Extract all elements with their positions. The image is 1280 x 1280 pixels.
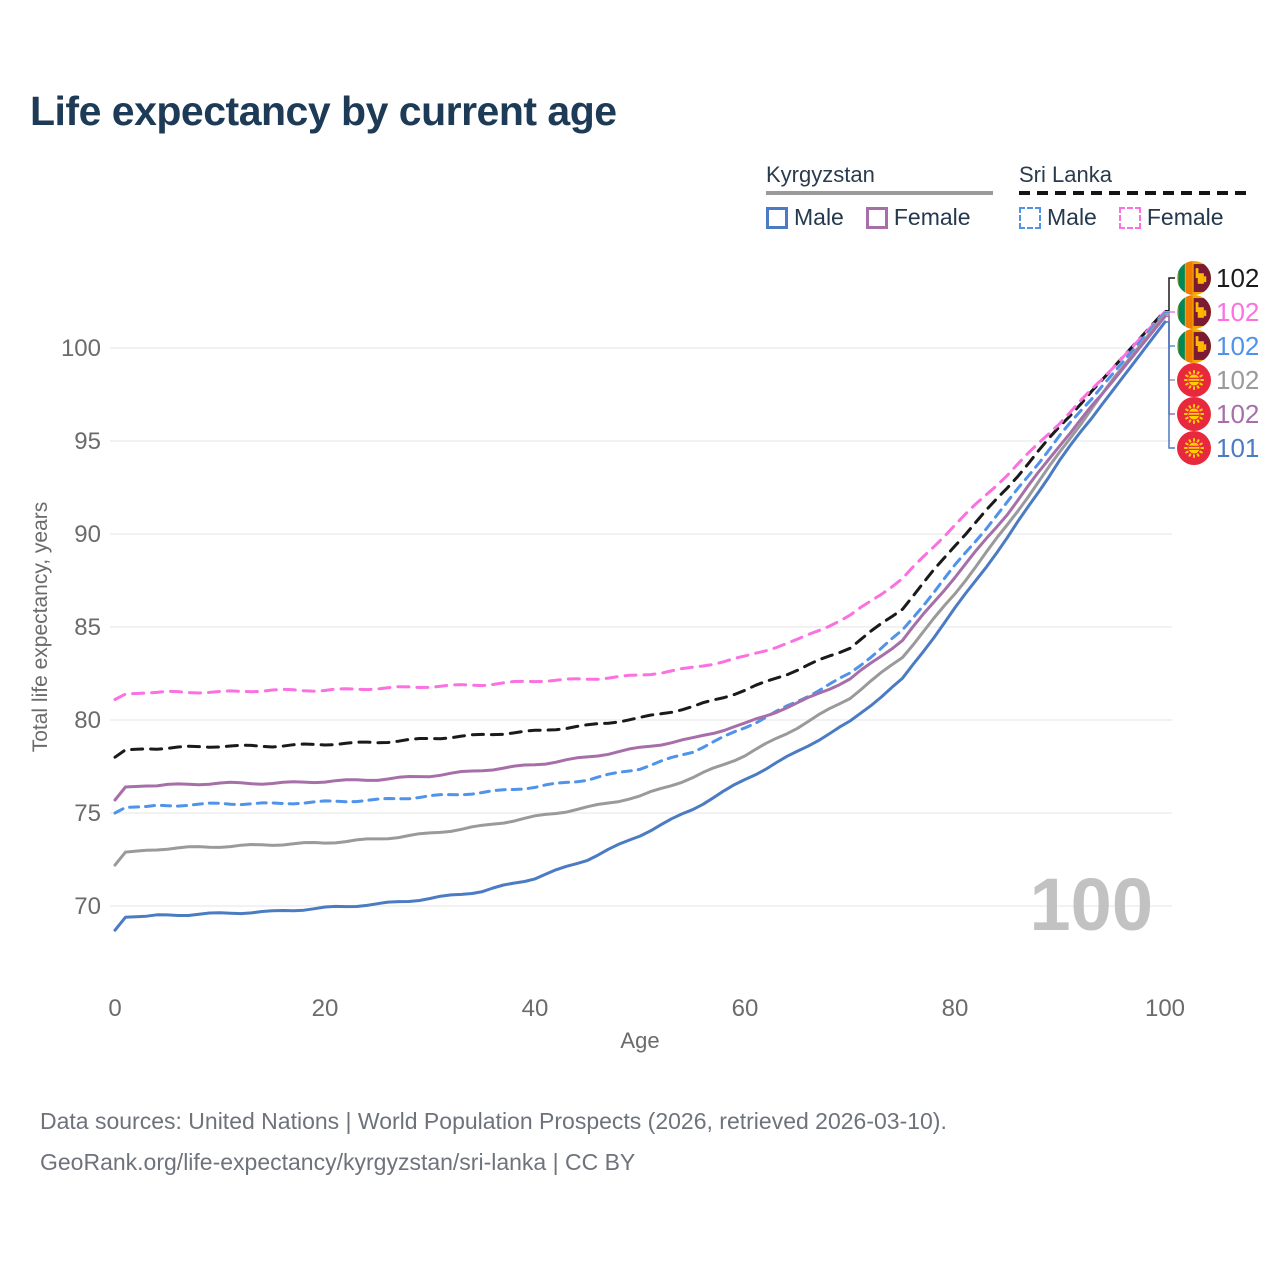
legend-swatch-sri-lanka-female[interactable]	[1118, 206, 1141, 229]
series-line-kyrgyzstan-female[interactable]	[113, 314, 1167, 802]
legend-item-kyrgyzstan-male[interactable]: Male	[766, 204, 844, 231]
legend-underline-kyrgyzstan-total-swatch[interactable]	[766, 191, 993, 195]
series-line-sri-lanka-total[interactable]	[113, 309, 1167, 759]
y-tick-label-90: 90	[74, 521, 101, 548]
flag-icon-kyrgyzstan-female	[1177, 397, 1211, 431]
flag-icon-sri-lanka-female	[1177, 295, 1211, 329]
series-line-sri-lanka-male[interactable]	[113, 311, 1167, 815]
x-tick-label-100: 100	[1145, 995, 1185, 1022]
flag-icon-kyrgyzstan-male	[1177, 431, 1211, 465]
age-watermark: 100	[1029, 863, 1153, 946]
y-tick-label-75: 75	[74, 800, 101, 827]
legend-item-sri-lanka-female[interactable]: Female	[1118, 204, 1224, 231]
series-line-kyrgyzstan-male[interactable]	[113, 320, 1167, 932]
end-value-label-kyrgyzstan-female: 102	[1216, 399, 1259, 429]
end-label-leader-sri-lanka-total	[1165, 277, 1175, 312]
legend-item-kyrgyzstan-female[interactable]: Female	[865, 204, 971, 231]
y-tick-label-100: 100	[61, 335, 101, 362]
legend-header-kyrgyzstan: Kyrgyzstan	[766, 162, 875, 187]
series-line-kyrgyzstan-total[interactable]	[113, 313, 1167, 867]
x-tick-label-0: 0	[108, 995, 121, 1022]
legend-group-sri-lanka: Sri Lanka Male Female	[1019, 162, 1246, 231]
legend-swatch-kyrgyzstan-female[interactable]	[865, 206, 888, 229]
end-value-label-kyrgyzstan-male: 101	[1216, 433, 1259, 463]
end-value-label-sri-lanka-female: 102	[1216, 297, 1259, 327]
legend-swatch-kyrgyzstan-male[interactable]	[766, 206, 788, 229]
flag-icon-kyrgyzstan-total	[1177, 363, 1211, 397]
y-tick-label-70: 70	[74, 893, 101, 920]
series-line-sri-lanka-female[interactable]	[113, 310, 1167, 701]
x-tick-label-20: 20	[312, 995, 339, 1022]
footer-data-sources: Data sources: United Nations | World Pop…	[40, 1108, 947, 1134]
end-label-leader-kyrgyzstan-male	[1165, 321, 1175, 449]
y-tick-label-95: 95	[74, 428, 101, 455]
end-label-leader-sri-lanka-male	[1165, 311, 1175, 347]
x-axis-title: Age	[620, 1028, 659, 1053]
x-tick-label-80: 80	[942, 995, 969, 1022]
legend-label-sri-lanka-male[interactable]: Male	[1047, 204, 1097, 230]
y-tick-label-85: 85	[74, 614, 101, 641]
footer-attribution-link: GeoRank.org/life-expectancy/kyrgyzstan/s…	[40, 1149, 636, 1175]
end-label-leader-kyrgyzstan-total	[1165, 313, 1175, 381]
legend-label-sri-lanka-female[interactable]: Female	[1146, 204, 1224, 230]
legend-underline-sri-lanka-total-swatch[interactable]	[1019, 191, 1246, 195]
legend-label-kyrgyzstan-female[interactable]: Female	[893, 204, 971, 230]
legend-group-kyrgyzstan: Kyrgyzstan Male Female	[766, 162, 993, 231]
end-value-label-sri-lanka-male: 102	[1216, 331, 1259, 361]
end-value-label-sri-lanka-total: 102	[1216, 263, 1259, 293]
legend-swatch-sri-lanka-male[interactable]	[1019, 206, 1041, 229]
end-value-label-kyrgyzstan-total: 102	[1216, 365, 1259, 395]
legend-header-sri-lanka: Sri Lanka	[1019, 162, 1112, 187]
x-tick-label-40: 40	[522, 995, 549, 1022]
flag-icon-sri-lanka-total	[1177, 261, 1211, 295]
flag-icon-sri-lanka-male	[1177, 329, 1211, 363]
y-axis-title: Total life expectancy, years	[29, 502, 52, 753]
legend-item-sri-lanka-male[interactable]: Male	[1019, 204, 1097, 231]
legend-label-kyrgyzstan-male[interactable]: Male	[794, 204, 844, 230]
page-title: Life expectancy by current age	[30, 88, 617, 134]
end-label-leader-kyrgyzstan-female	[1165, 315, 1175, 415]
y-tick-label-80: 80	[74, 707, 101, 734]
x-tick-label-60: 60	[732, 995, 759, 1022]
